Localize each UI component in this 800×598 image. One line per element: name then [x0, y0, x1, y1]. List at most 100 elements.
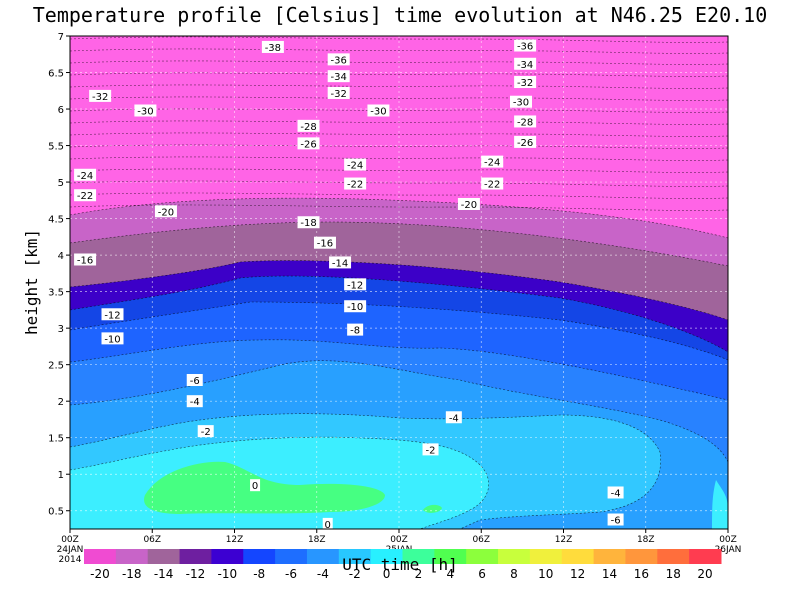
contour-label-box: [327, 70, 350, 83]
contour-label-box: [422, 443, 439, 456]
contour-label-box: [297, 119, 320, 132]
contour-label-box: [154, 205, 177, 218]
contour-label: -32: [517, 78, 533, 89]
isotherm-line: [69, 108, 729, 113]
contour-label: -16: [317, 239, 333, 250]
colorbar: -20 -18 -14 -12 -10 -8 -6 -4 -2 0 2 4 6 8 10 12 14 16 18 20: [84, 549, 722, 581]
x-tick-label: 00Z: [61, 535, 79, 545]
contour-label: -10: [104, 334, 120, 345]
contour-label-box: [510, 95, 533, 108]
colorbar-label: -10: [218, 567, 238, 581]
colorbar-label: 0: [383, 567, 391, 581]
colorbar-label: 16: [634, 567, 649, 581]
colorbar-swatch: [689, 549, 722, 564]
x-tick-label: 12Z: [555, 535, 573, 545]
colorbar-swatch: [466, 549, 499, 564]
isotherm-line: [69, 301, 729, 361]
colorbar-label: -8: [253, 567, 265, 581]
contour-label: -2: [426, 445, 436, 456]
x-tick-label: 18Z: [308, 535, 326, 545]
colorbar-label: 6: [478, 567, 486, 581]
contour-label: -30: [370, 106, 386, 117]
colorbar-swatch: [306, 549, 340, 564]
contour-label: 0: [325, 520, 331, 531]
contour-label: -4: [190, 397, 200, 408]
isotherm-line: [69, 96, 729, 101]
contour-label: -34: [517, 60, 533, 71]
isotherm-contours: [69, 36, 729, 530]
colorbar-swatch: [243, 549, 276, 564]
contour-label-box: [74, 189, 97, 202]
x-tick-label: 00Z: [719, 535, 737, 545]
contour-label: -6: [611, 516, 621, 527]
colorbar-label: -20: [90, 567, 110, 581]
x-axis-label: UTC time [h]: [342, 555, 458, 574]
y-tick-label: 4.5: [48, 215, 64, 226]
y-tick-label: 3.5: [48, 288, 64, 299]
x-tick-label: 18Z: [637, 535, 655, 545]
colorbar-swatch: [275, 549, 308, 564]
isotherm-line: [69, 120, 729, 125]
colorbar-label: 14: [602, 567, 617, 581]
contour-labels: -38-36-34-32-30-28-26-24-22-20-18-16-14-…: [74, 39, 624, 531]
colorbar-label: -6: [285, 567, 297, 581]
contour-label-box: [344, 177, 367, 190]
contour-label: -24: [484, 158, 500, 169]
contour-label-box: [101, 308, 124, 321]
contour-label-box: [329, 256, 352, 269]
contour-label-box: [134, 104, 157, 117]
isotherm-line: [69, 221, 729, 267]
isotherm-line: [69, 413, 661, 530]
contour-label: -6: [190, 376, 200, 387]
colorbar-swatch: [529, 549, 563, 564]
contour-label: -20: [461, 200, 477, 211]
y-tick-label: 1: [58, 470, 64, 481]
colorbar-swatch: [370, 549, 403, 564]
contour-label: -22: [484, 180, 500, 191]
contour-label-box: [481, 177, 504, 190]
isotherm-line: [69, 156, 729, 161]
contour-label: -28: [300, 122, 316, 133]
contour-label-box: [514, 57, 537, 70]
contour-label-box: [481, 155, 504, 168]
y-tick-label: 6.5: [48, 69, 64, 80]
isotherm-line: [69, 339, 729, 401]
contour-label-box: [74, 253, 97, 266]
y-tick-label: 6: [58, 105, 64, 116]
contour-label-box: [322, 517, 333, 530]
contour-label: -30: [137, 106, 153, 117]
y-tick-label: 0.5: [48, 507, 64, 518]
isotherm-line: [69, 204, 729, 211]
colorbar-swatch: [115, 549, 149, 564]
colorbar-swatch: [657, 549, 690, 564]
isotherm-line: [69, 84, 729, 89]
colorbar-label: 10: [538, 567, 553, 581]
isotherm-line: [69, 72, 729, 77]
contour-label-box: [327, 86, 350, 99]
contour-label: -36: [331, 55, 347, 66]
isotherm-line: [69, 197, 729, 239]
contour-label-box: [186, 395, 203, 408]
isotherm-line: [69, 260, 729, 321]
colorbar-label: -4: [317, 567, 329, 581]
contour-label: -34: [331, 72, 347, 83]
y-tick-label: 5.5: [48, 142, 64, 153]
contour-label: -30: [513, 98, 529, 109]
y-tick-label: 2.5: [48, 361, 64, 372]
colorbar-label: 8: [510, 567, 518, 581]
colorbar-swatch: [561, 549, 595, 564]
contour-label: -22: [77, 191, 93, 202]
contour-label-box: [514, 135, 537, 148]
colorbar-swatch: [498, 549, 531, 564]
isotherm-line: [69, 436, 489, 530]
band-edge-right: [712, 480, 728, 529]
x-tick-date: 26JAN: [715, 545, 742, 555]
isotherm-line: [69, 180, 729, 187]
contour-label: -26: [300, 139, 316, 150]
x-tick-label: 06Z: [472, 535, 490, 545]
contour-label-box: [344, 300, 367, 313]
x-tick-label: 00Z: [390, 535, 408, 545]
isotherm-line: [69, 36, 729, 43]
contour-label: -4: [449, 413, 459, 424]
